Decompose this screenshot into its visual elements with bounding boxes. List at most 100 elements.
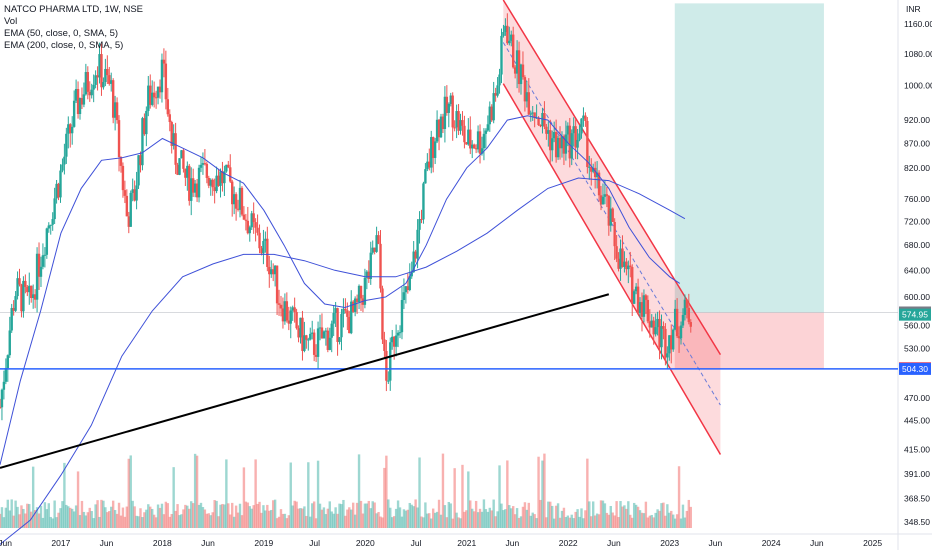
volume-bar [355,502,359,528]
candle-body [433,141,437,158]
volume-bar [551,505,554,528]
volume-bar [402,509,406,528]
x-tick-label: Jun [810,538,824,548]
candle-body [254,222,257,228]
volume-bar [396,500,400,528]
volume-bar [129,455,132,528]
candle-body [652,320,655,335]
candle-body [248,227,251,234]
volume-bar [164,501,168,528]
volume-bar [127,458,130,528]
volume-bar [186,505,189,528]
candle-body [199,164,203,168]
candle-body [511,34,515,68]
candle-body [135,185,138,201]
indicator-ema200[interactable]: EMA (200, close, 0, SMA, 5) [4,40,124,51]
candle-body [69,124,72,134]
candle-body [8,330,11,356]
volume-bar [275,518,279,528]
candle-body [363,277,367,305]
volume-bar [578,516,581,528]
y-tick-label: 720.00 [904,217,930,227]
candle-body [416,229,419,259]
volume-bar [523,502,527,528]
volume-bar [236,512,240,528]
volume-bar [673,518,677,528]
volume-bar [351,502,355,528]
volume-bar [592,501,595,528]
candle-body [279,304,283,309]
candle-body [527,92,531,115]
volume-bar [35,507,39,528]
x-tick-label: Jun [0,538,12,548]
candle-body [33,294,37,300]
candle-body [490,106,493,121]
candle-body [392,336,396,347]
volume-bar [311,503,314,528]
volume-bar [242,467,246,528]
volume-bar [652,517,655,528]
candle-body [529,113,532,115]
candle-body [322,331,326,339]
candle-body [449,95,452,104]
candle-body [525,92,529,102]
volume-bar [203,509,207,528]
candle-body [28,285,31,293]
candle-body [57,183,60,198]
y-tick-label: 680.00 [904,240,930,250]
volume-bar [117,502,121,528]
volume-bar [549,501,552,528]
candle-body [394,335,398,347]
volume-bar [125,506,129,528]
volume-bar [644,501,648,528]
candle-body [186,165,189,178]
volume-bar [299,508,302,528]
volume-bar [182,509,185,528]
volume-bar [240,515,244,528]
volume-bar [30,511,33,528]
indicator-ema50[interactable]: EMA (50, close, 0, SMA, 5) [4,28,119,39]
candle-body [209,179,212,186]
volume-bar [279,509,283,528]
volume-bar [508,505,511,528]
volume-bar [293,500,296,528]
candle-body [246,220,250,234]
volume-bar [498,465,501,528]
volume-bar [166,503,170,528]
candle-body [24,280,27,287]
candle-body [137,155,140,186]
candle-body [18,278,21,285]
candle-body [266,238,269,267]
candle-body [658,318,661,348]
volume-bar [102,500,105,528]
candle-body [644,295,648,300]
candle-body [350,301,353,334]
volume-bar [223,504,226,528]
volume-bar [246,502,250,528]
candle-body [61,164,64,171]
volume-bar [70,508,74,528]
candle-body [547,130,550,134]
volume-bar [291,505,294,528]
volume-bar [469,500,472,528]
candle-body [662,326,665,329]
candle-body [72,100,76,127]
candle-body [558,137,562,149]
volume-bar [180,514,183,528]
indicator-vol[interactable]: Vol [4,16,18,27]
candle-body [289,310,292,324]
candle-body [113,102,117,118]
volume-bar [168,516,171,528]
candle-body [498,74,501,86]
volume-bar [484,509,488,528]
candle-body [205,163,209,178]
volume-bar [367,500,371,528]
volume-bar [342,499,345,528]
volume-bar [527,502,531,528]
volume-bar [51,518,54,528]
candle-body [445,96,449,113]
symbol-line[interactable]: NATCO PHARMA LTD, 1W, NSE [4,4,144,15]
volume-bar [445,517,449,528]
candle-body [125,195,129,217]
